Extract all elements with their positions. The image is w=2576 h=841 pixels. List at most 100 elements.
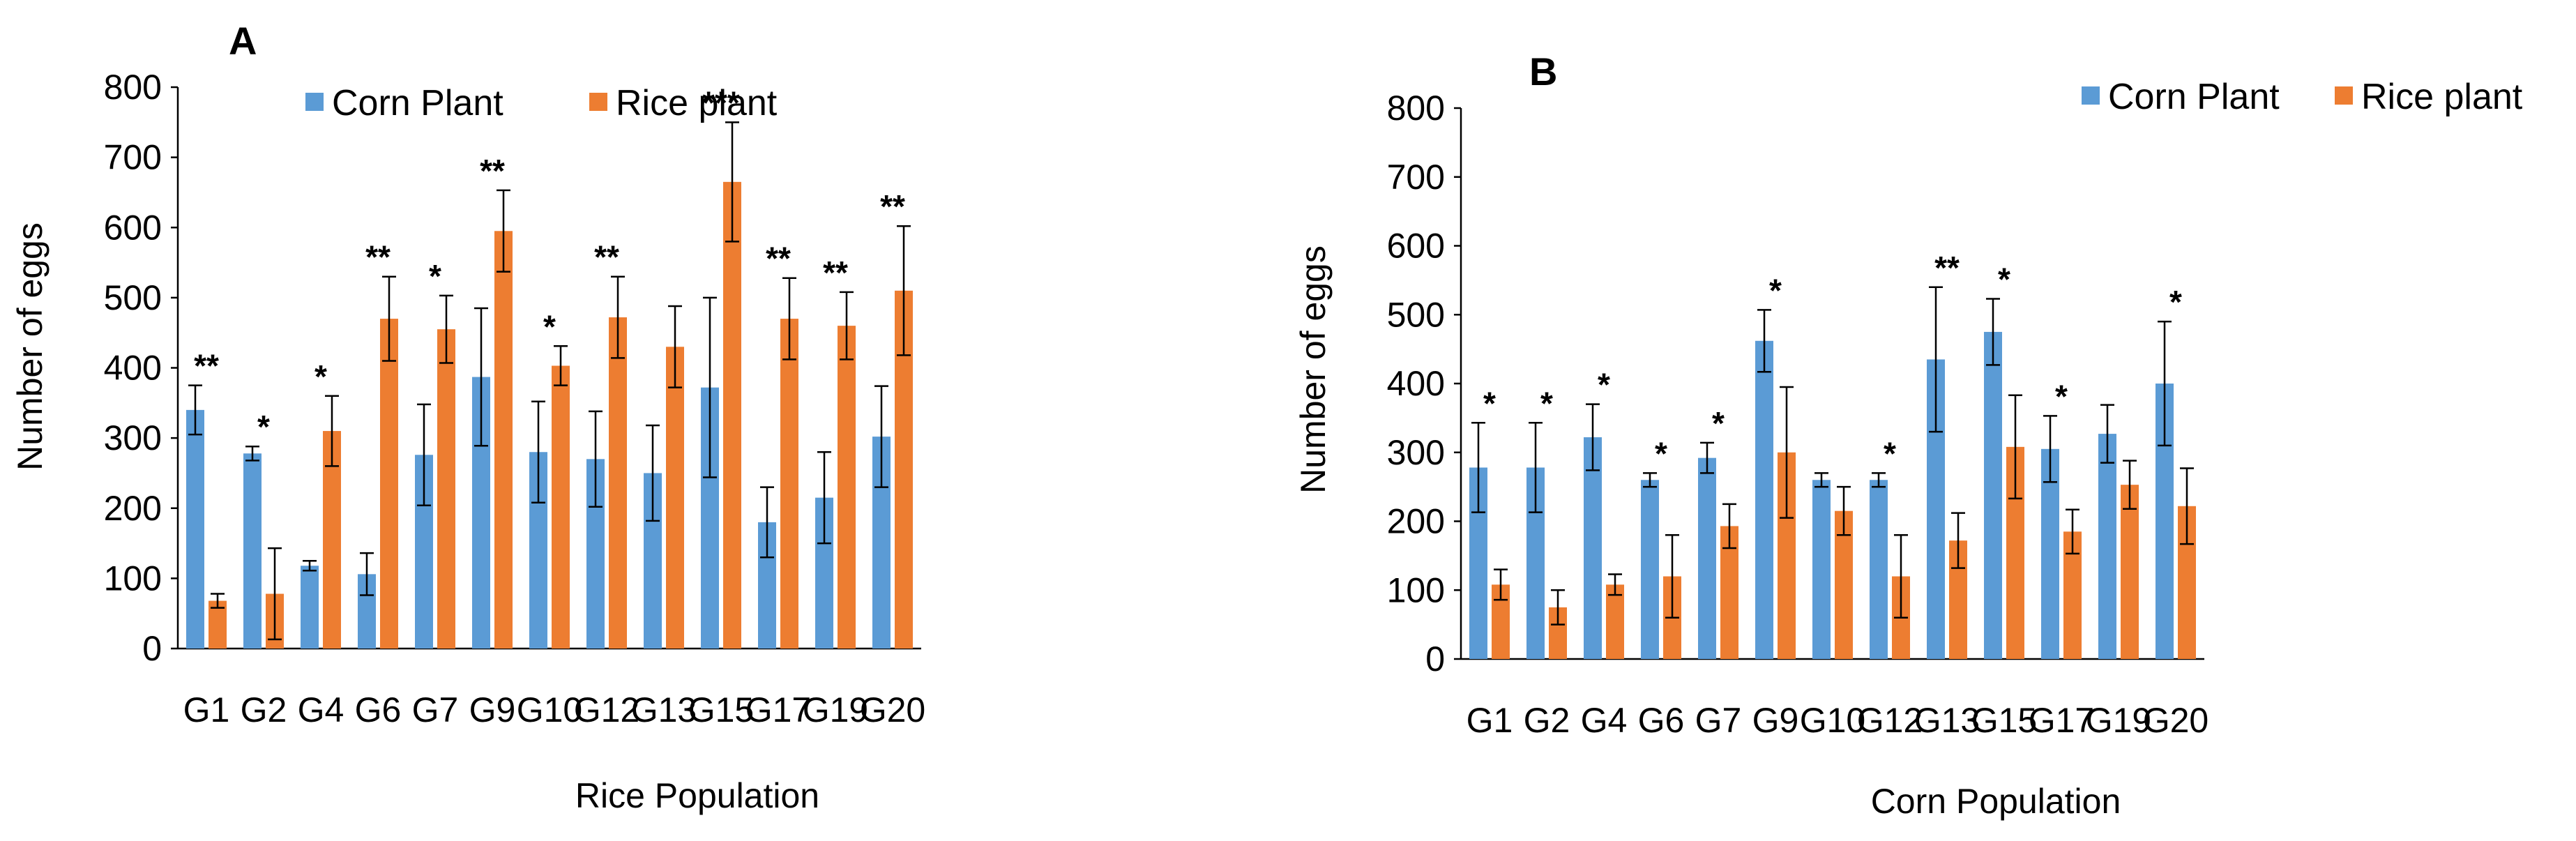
panel-b-category-label: G1 [1467, 701, 1513, 740]
panel-a-significance-g1: ** [194, 348, 219, 384]
panel-b-category-label: G6 [1638, 701, 1685, 740]
panel-a-category-label: G6 [355, 690, 402, 729]
panel-a-bar-rice-g10 [552, 365, 570, 649]
panel-a-legend-swatch-rice [589, 93, 607, 111]
panel-b-category-label: G10 [1800, 701, 1866, 740]
panel-a-bar-corn-g1 [186, 409, 204, 649]
panel-a-bar-corn-g2 [243, 453, 262, 649]
panel-b-bar-corn-g17 [2041, 448, 2059, 659]
panel-a-significance-g4: * [315, 358, 327, 395]
panel-b-bar-corn-g7 [1698, 457, 1716, 659]
panel-a-chart: A Corn Plant Rice plant 0 100 200 300 400 500… [10, 19, 925, 815]
panel-a-y-tick-label: 600 [104, 208, 162, 247]
panel-b-category-label: G12 [1857, 701, 1923, 740]
panel-a-bar-rice-g12 [609, 317, 627, 649]
panel-b-legend-swatch-corn [2082, 86, 2100, 105]
panel-b-significance-g2: * [1540, 385, 1553, 421]
panel-a-category-label: G2 [241, 690, 287, 729]
panel-a-y-tick-label: 200 [104, 489, 162, 528]
panel-b-chart: B Corn Plant Rice plant 0 100 200 300 400 500… [1294, 50, 2523, 821]
panel-a-legend-swatch-corn [305, 93, 324, 111]
panel-b-y-tick-label: 0 [1425, 639, 1445, 679]
panel-b-y-tick-label: 100 [1387, 570, 1445, 609]
panel-b-label: B [1529, 50, 1557, 93]
panel-a-bar-rice-g19 [838, 326, 856, 649]
panel-a-bar-rice-g1 [209, 600, 227, 649]
panel-b-significance-g15: * [1998, 262, 2010, 298]
panel-b-axes: 0 100 200 300 400 500 600 700 800 G1 G2 G4 G6 G7 G9 G10… [1387, 89, 2209, 740]
panel-a-y-tick-label: 500 [104, 278, 162, 317]
panel-a-significance-g7: * [429, 258, 441, 294]
panel-a-significance-g17: ** [766, 241, 791, 277]
panel-b-bar-corn-g6 [1641, 480, 1659, 659]
panel-a-legend-rice: Rice plant [616, 83, 778, 123]
panel-a-category-label: G9 [469, 690, 516, 729]
panel-b-y-tick-label: 700 [1387, 158, 1445, 197]
panel-b-category-label: G19 [2086, 701, 2152, 740]
panel-b-y-tick-label: 500 [1387, 295, 1445, 334]
panel-b-marks: * ******** *** [1469, 250, 2196, 659]
panel-b-legend-rice: Rice plant [2361, 77, 2523, 117]
panel-a-category-label: G13 [631, 690, 697, 729]
panel-b-y-tick-label: 600 [1387, 227, 1445, 266]
panel-b-significance-g1: * [1483, 385, 1496, 421]
panel-b-category-label: G17 [2029, 701, 2095, 740]
panel-a-bar-rice-g7 [437, 329, 455, 649]
panel-b-y-tick-label: 300 [1387, 433, 1445, 472]
panel-b-significance-g6: * [1655, 435, 1667, 471]
panel-a-significance-g10: * [543, 308, 556, 344]
panel-b-category-label: G15 [1971, 701, 2038, 740]
panel-a-category-label: G4 [298, 690, 344, 729]
panel-a-axes: 0 100 200 300 400 500 600 700 800 G1 G2 G4 G6 G7 G9 G10… [104, 68, 926, 729]
panel-a-bar-rice-g9 [494, 231, 513, 649]
panel-b-y-tick-label: 400 [1387, 364, 1445, 403]
panel-a-category-label: G15 [688, 690, 755, 729]
panel-a-category-label: G1 [183, 690, 230, 729]
panel-b-legend-corn: Corn Plant [2108, 77, 2280, 117]
panel-a-x-axis-title: Rice Population [575, 776, 819, 815]
panel-a-category-label: G19 [803, 690, 869, 729]
panel-a-bar-rice-g15 [723, 181, 741, 649]
panel-a-y-tick-label: 800 [104, 68, 162, 107]
panel-a-category-label: G20 [860, 690, 926, 729]
panel-a-significance-g12: ** [594, 239, 619, 275]
panel-a-bar-rice-g17 [780, 319, 798, 649]
panel-a-bar-corn-g4 [301, 566, 319, 649]
panel-a-category-label: G17 [745, 690, 812, 729]
panel-a-y-tick-label: 300 [104, 418, 162, 457]
panel-b-significance-g9: * [1769, 272, 1782, 308]
panel-a-y-tick-label: 100 [104, 559, 162, 598]
panel-a-y-tick-label: 0 [142, 629, 162, 668]
panel-b-category-label: G2 [1524, 701, 1570, 740]
panel-a-category-label: G7 [412, 690, 459, 729]
panel-a-y-tick-label: 400 [104, 349, 162, 388]
panel-b-legend-swatch-rice [2335, 86, 2353, 105]
panel-a-significance-g6: ** [365, 239, 391, 275]
panel-b-category-label: G20 [2143, 701, 2209, 740]
panel-a-category-label: G12 [574, 690, 640, 729]
panel-b-category-label: G9 [1752, 701, 1799, 740]
panel-b-bar-corn-g15 [1984, 331, 2002, 659]
panel-b-y-axis-title: Number of eggs [1294, 245, 1333, 494]
panel-b-bar-corn-g10 [1812, 480, 1831, 659]
panel-a-marks: ***************** **** [186, 84, 913, 649]
panel-b-category-label: G13 [1914, 701, 1980, 740]
panel-b-significance-g7: * [1712, 405, 1725, 441]
panel-b-y-tick-label: 200 [1387, 502, 1445, 541]
panel-a-bar-rice-g4 [323, 431, 341, 649]
panel-a-y-axis-title: Number of eggs [10, 222, 50, 471]
panel-a-legend: Corn Plant Rice plant [305, 83, 778, 123]
panel-b-y-tick-label: 800 [1387, 89, 1445, 128]
panel-b-significance-g4: * [1598, 367, 1610, 403]
panel-b-significance-g12: * [1884, 435, 1896, 471]
panel-a-category-label: G10 [517, 690, 583, 729]
panel-a-y-tick-label: 700 [104, 138, 162, 177]
panel-a-label: A [229, 19, 257, 63]
panel-a-bar-rice-g13 [666, 347, 684, 649]
panel-b-legend: Corn Plant Rice plant [2082, 77, 2523, 117]
panel-a-significance-g9: ** [480, 153, 505, 189]
panel-a-significance-g20: ** [880, 188, 905, 225]
panel-b-bar-corn-g9 [1755, 340, 1773, 659]
panel-b-significance-g17: * [2055, 378, 2068, 414]
